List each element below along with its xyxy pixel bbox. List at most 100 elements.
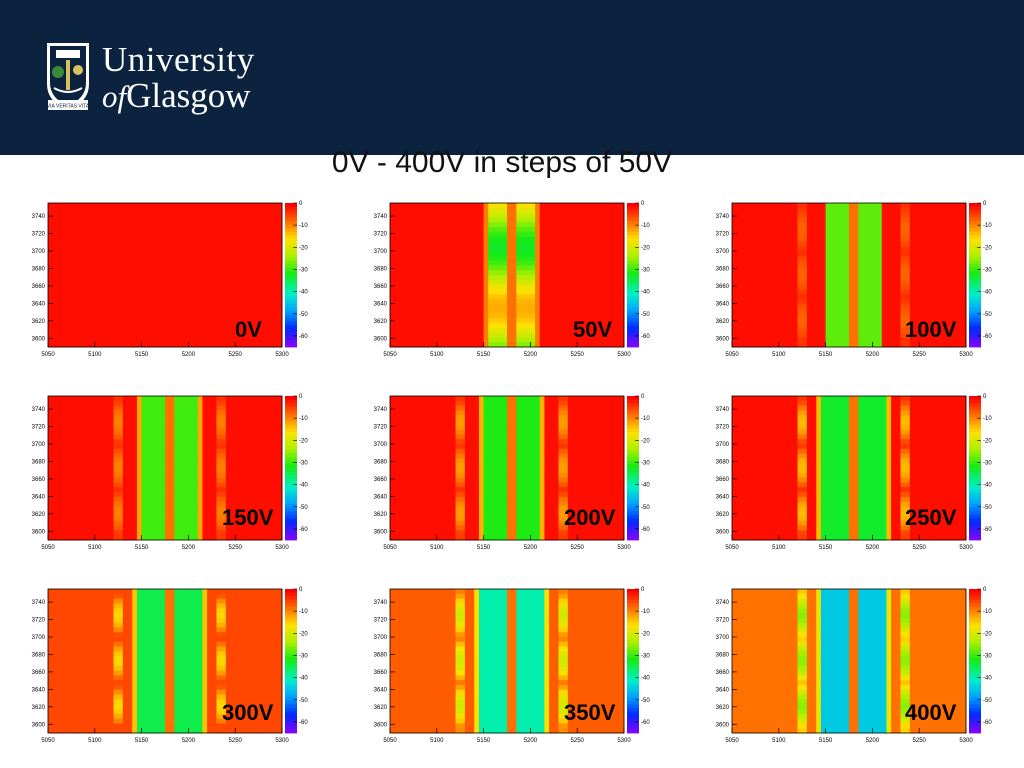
heatmap-cell bbox=[619, 299, 625, 305]
heatmap-cell bbox=[595, 251, 601, 257]
heatmap-cell bbox=[830, 231, 836, 237]
heatmap-cell bbox=[595, 270, 601, 276]
heatmap-cell bbox=[581, 294, 587, 300]
heatmap-cell bbox=[586, 251, 592, 257]
heatmap-cell bbox=[820, 217, 826, 223]
heatmap-cell bbox=[52, 246, 58, 252]
heatmap-cell bbox=[85, 303, 91, 309]
heatmap-cell bbox=[253, 313, 259, 319]
heatmap-cell bbox=[165, 275, 171, 281]
heatmap-cell bbox=[577, 227, 583, 233]
heatmap-cell bbox=[755, 299, 761, 305]
heatmap-cell bbox=[572, 284, 578, 290]
heatmap-cell bbox=[877, 327, 883, 333]
heatmap-cell bbox=[455, 246, 461, 252]
heatmap-cell bbox=[923, 308, 929, 314]
heatmap-cell bbox=[792, 289, 798, 295]
heatmap-cell bbox=[750, 203, 756, 209]
heatmap-cell bbox=[263, 284, 269, 290]
heatmap-cell bbox=[474, 260, 480, 266]
heatmap-cell bbox=[267, 227, 274, 233]
heatmap-panel: 3740 3720 3700 3680 3660 3640 3620 3600 5050 5100… bbox=[20, 393, 320, 563]
heatmap-cell bbox=[741, 332, 747, 338]
heatmap-cell bbox=[52, 434, 58, 440]
colorbar-segment bbox=[285, 246, 297, 251]
heatmap-cell bbox=[80, 270, 86, 276]
heatmap-cell bbox=[732, 227, 738, 233]
colorbar-segment bbox=[627, 336, 639, 341]
heatmap-cell bbox=[774, 246, 780, 252]
heatmap-cell bbox=[595, 203, 601, 209]
heatmap-cell bbox=[572, 294, 578, 300]
heatmap-cell bbox=[937, 217, 943, 223]
heatmap-cell bbox=[844, 227, 850, 233]
heatmap-cell bbox=[816, 327, 822, 333]
heatmap-cell bbox=[914, 289, 920, 295]
heatmap-cell bbox=[432, 227, 438, 233]
heatmap-cell bbox=[104, 207, 110, 213]
heatmap-cell bbox=[600, 342, 606, 348]
heatmap-cell bbox=[933, 251, 939, 257]
heatmap-cell bbox=[933, 246, 939, 252]
heatmap-cell bbox=[390, 260, 396, 266]
heatmap-cell bbox=[165, 299, 171, 305]
heatmap-cell bbox=[516, 265, 522, 271]
heatmap-cell bbox=[244, 294, 250, 300]
heatmap-cell bbox=[474, 212, 480, 218]
heatmap-cell bbox=[919, 212, 925, 218]
heatmap-cell bbox=[619, 289, 625, 295]
heatmap-cell bbox=[849, 246, 855, 252]
heatmap-cell bbox=[113, 222, 119, 228]
heatmap-cell bbox=[750, 212, 756, 218]
heatmap-cell bbox=[469, 294, 475, 300]
heatmap-cell bbox=[530, 203, 536, 209]
heatmap-cell bbox=[535, 236, 541, 242]
heatmap-cell bbox=[507, 222, 513, 228]
heatmap-cell bbox=[48, 492, 54, 498]
heatmap-cell bbox=[460, 241, 466, 247]
heatmap-cell bbox=[834, 236, 841, 242]
heatmap-cell bbox=[150, 227, 157, 233]
heatmap-cell bbox=[521, 323, 527, 329]
heatmap-cell bbox=[858, 337, 864, 343]
heatmap-cell bbox=[408, 241, 414, 247]
heatmap-cell bbox=[947, 236, 953, 242]
heatmap-cell bbox=[239, 203, 245, 209]
heatmap-cell bbox=[207, 303, 213, 309]
heatmap-cell bbox=[422, 207, 428, 213]
heatmap-cell bbox=[760, 227, 766, 233]
heatmap-cell bbox=[802, 236, 808, 242]
heatmap-cell bbox=[928, 255, 934, 261]
heatmap-cell bbox=[80, 303, 86, 309]
heatmap-cell bbox=[207, 251, 213, 257]
colorbar-segment bbox=[285, 293, 297, 297]
heatmap-cell bbox=[530, 308, 536, 314]
heatmap-cell bbox=[57, 313, 63, 319]
heatmap-cell bbox=[858, 222, 864, 228]
heatmap-cell bbox=[272, 332, 278, 338]
heatmap-cell bbox=[806, 217, 812, 223]
heatmap-cell bbox=[113, 207, 119, 213]
colorbar-segment bbox=[627, 318, 639, 323]
heatmap-cell bbox=[141, 251, 147, 257]
heatmap-cell bbox=[399, 318, 405, 324]
heatmap-cell bbox=[394, 270, 400, 276]
heatmap-cell bbox=[867, 308, 873, 314]
heatmap-cell bbox=[441, 294, 447, 300]
heatmap-cell bbox=[399, 284, 405, 290]
heatmap-cell bbox=[76, 289, 82, 295]
heatmap-cell bbox=[923, 236, 929, 242]
heatmap-cell bbox=[225, 332, 231, 338]
heatmap-cell bbox=[235, 265, 241, 271]
heatmap-cell bbox=[863, 342, 869, 348]
heatmap-cell bbox=[399, 323, 405, 329]
heatmap-cell bbox=[221, 323, 227, 329]
heatmap-cell bbox=[80, 279, 86, 285]
heatmap-cell bbox=[507, 212, 513, 218]
heatmap-cell bbox=[160, 222, 166, 228]
heatmap-cell bbox=[239, 217, 245, 223]
colorbar-segment bbox=[285, 253, 297, 258]
heatmap-cell bbox=[928, 222, 934, 228]
heatmap-cell bbox=[483, 212, 489, 218]
heatmap-cell bbox=[572, 241, 578, 247]
